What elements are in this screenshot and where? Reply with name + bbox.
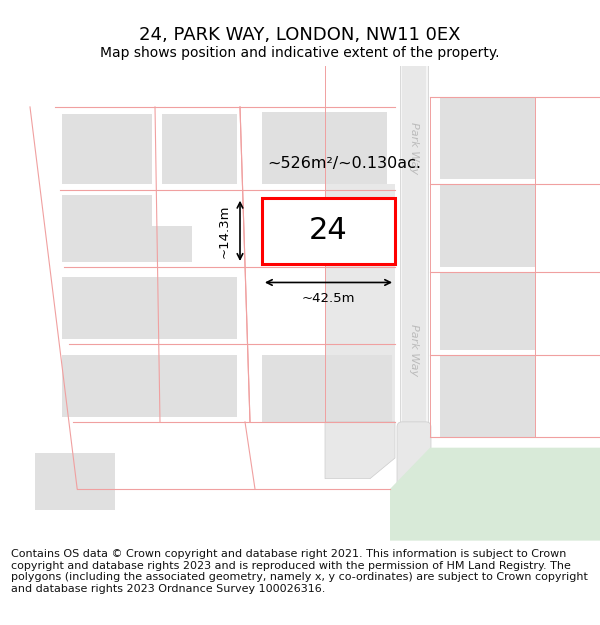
Bar [35,453,115,509]
Bar [402,14,426,489]
Text: ~42.5m: ~42.5m [302,292,355,306]
Bar [152,226,192,262]
Text: Map shows position and indicative extent of the property.: Map shows position and indicative extent… [100,46,500,59]
Bar [162,114,237,184]
Bar [440,272,535,349]
Text: 24: 24 [309,216,348,246]
Bar [262,112,387,184]
Text: Contains OS data © Crown copyright and database right 2021. This information is : Contains OS data © Crown copyright and d… [11,549,587,594]
Polygon shape [325,422,395,479]
Bar [62,114,152,184]
Text: ~14.3m: ~14.3m [218,204,230,258]
Bar [440,355,535,437]
Bar [325,184,395,422]
Bar [62,355,192,417]
Text: ~526m²/~0.130ac.: ~526m²/~0.130ac. [267,156,421,171]
Bar [62,278,192,339]
Bar [262,198,395,264]
Text: Park Way: Park Way [409,122,419,174]
Bar [162,355,237,417]
Text: 24, PARK WAY, LONDON, NW11 0EX: 24, PARK WAY, LONDON, NW11 0EX [139,26,461,44]
Bar [62,195,152,262]
Bar [262,355,392,422]
Bar [440,97,535,179]
Bar [162,278,237,339]
Polygon shape [390,448,600,541]
Bar [440,184,535,267]
FancyBboxPatch shape [397,422,431,494]
Bar [400,14,428,489]
Text: Park Way: Park Way [409,324,419,376]
